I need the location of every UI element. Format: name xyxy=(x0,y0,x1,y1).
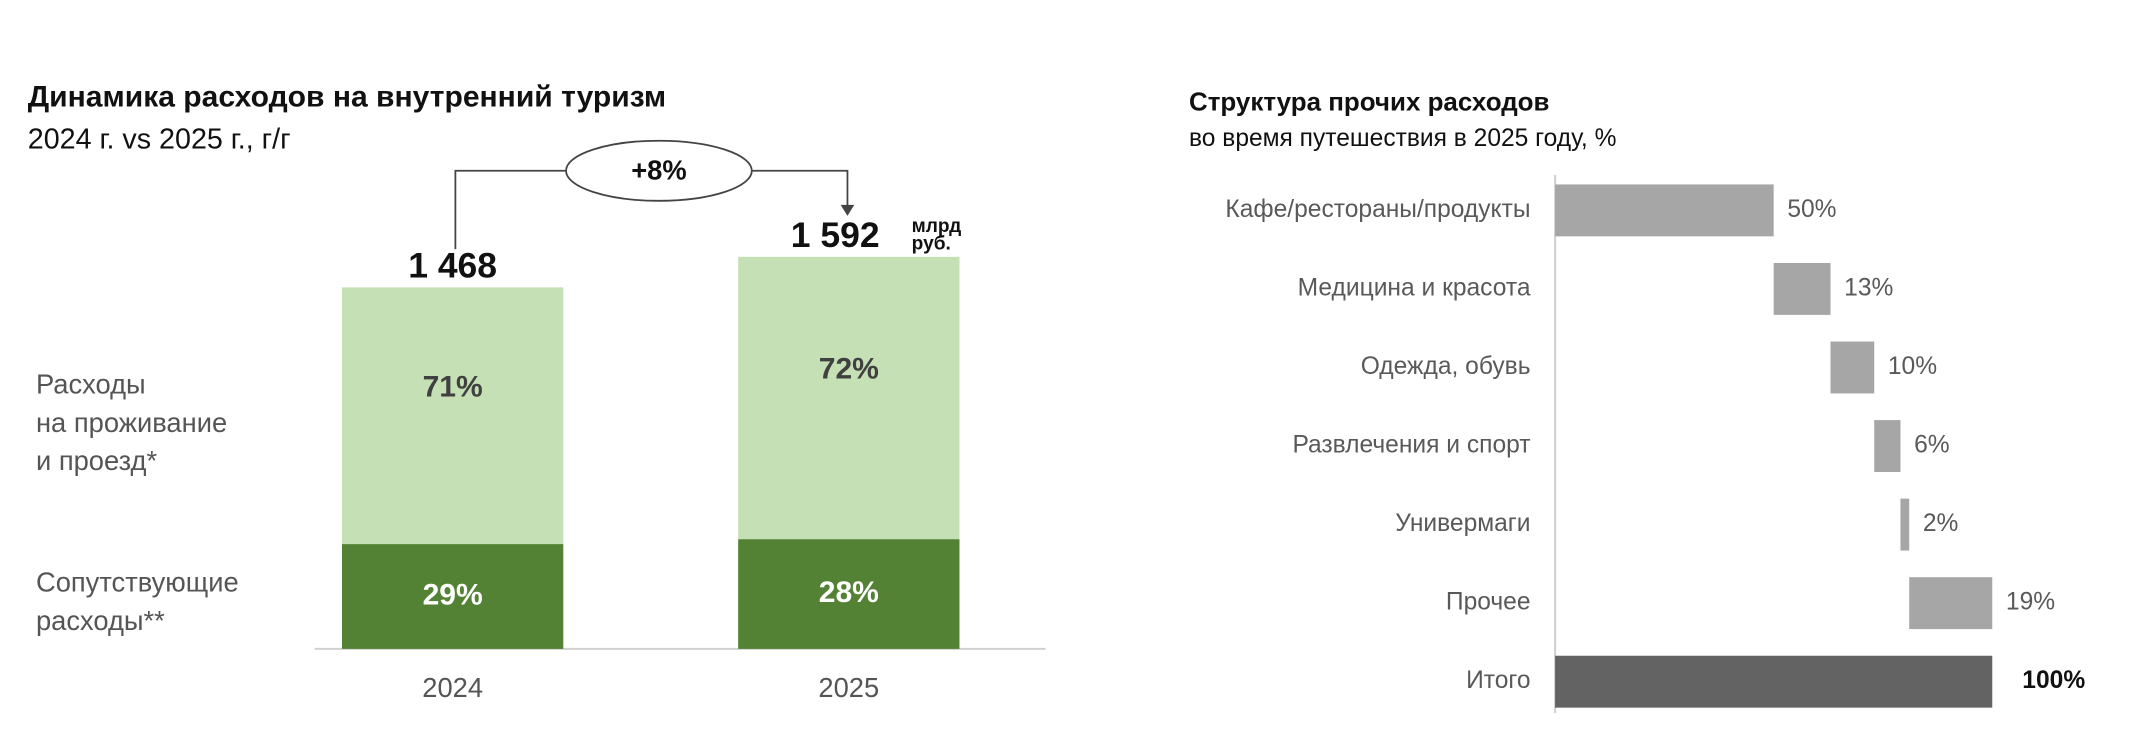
bar xyxy=(1909,577,1993,630)
value-label: 19% xyxy=(2006,589,2055,616)
value-label: 100% xyxy=(2022,667,2085,694)
growth-label: +8% xyxy=(631,154,686,185)
legend-label: Расходы на проживание и проезд* xyxy=(36,369,227,477)
value-label: 50% xyxy=(1787,196,1836,223)
y-tick-label: Одежда, обувь xyxy=(1361,353,1531,380)
bar xyxy=(1900,498,1910,551)
chart-title: Структура прочих расходов xyxy=(1189,89,1549,117)
value-label: 72% xyxy=(819,353,879,386)
unit-label: млрд руб. xyxy=(912,216,962,255)
y-tick-label: Кафе/рестораны/продукты xyxy=(1225,196,1530,223)
value-label: 6% xyxy=(1914,432,1950,459)
y-tick-label: Итого xyxy=(1466,667,1530,694)
growth-badge xyxy=(565,139,753,202)
chart-subtitle: во время путешествия в 2025 году, % xyxy=(1189,125,1616,152)
bar-segment xyxy=(738,256,960,540)
y-tick-label: Медицина и красота xyxy=(1298,274,1531,301)
x-tick-label: 2024 xyxy=(422,672,483,703)
bar xyxy=(1773,262,1831,315)
value-label: 29% xyxy=(423,578,483,611)
total-label: 1 592 xyxy=(791,215,880,255)
chart-subtitle: 2024 г. vs 2025 г., г/г xyxy=(28,123,291,155)
value-label: 2% xyxy=(1923,510,1959,537)
bar xyxy=(1830,341,1875,394)
value-label: 10% xyxy=(1888,353,1937,380)
connector xyxy=(454,169,567,250)
arrow-head xyxy=(840,204,855,216)
y-tick-label: Универмаги xyxy=(1395,510,1530,537)
x-tick-label: 2025 xyxy=(818,672,879,703)
chart-title: Динамика расходов на внутренний туризм xyxy=(28,80,666,113)
bar-segment xyxy=(738,539,960,649)
total-label: 1 468 xyxy=(408,246,497,286)
connector xyxy=(751,169,849,214)
bar xyxy=(1555,655,1993,708)
bar-segment xyxy=(341,544,564,649)
value-label: 13% xyxy=(1844,274,1893,301)
y-tick-label: Развлечения и спорт xyxy=(1292,432,1530,459)
y-tick-label: Прочее xyxy=(1446,589,1531,616)
bar xyxy=(1555,184,1774,237)
value-label: 28% xyxy=(819,576,879,609)
bar-segment xyxy=(341,287,564,545)
bar xyxy=(1874,420,1901,472)
legend-label: Сопутствующие расходы** xyxy=(36,567,239,636)
value-label: 71% xyxy=(423,370,483,403)
